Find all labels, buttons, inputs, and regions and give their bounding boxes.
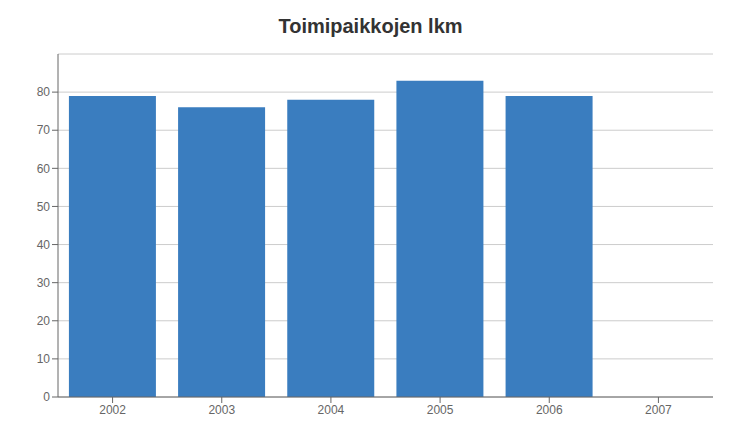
html-text:Toimipaikkojen lkm: Toimipaikkojen lkm (278, 15, 463, 37)
svg-text:20: 20 (37, 314, 51, 328)
svg-text:10: 10 (37, 352, 51, 366)
svg-text:80: 80 (37, 85, 51, 99)
svg-text:50: 50 (37, 200, 51, 214)
svg-text:2004: 2004 (318, 403, 345, 417)
svg-text:2006: 2006 (536, 403, 563, 417)
svg-text:40: 40 (37, 238, 51, 252)
svg-text:2007: 2007 (645, 403, 672, 417)
svg-text:0: 0 (43, 390, 50, 404)
svg-text:70: 70 (37, 123, 51, 137)
svg-text:2003: 2003 (208, 403, 235, 417)
svg-text:60: 60 (37, 162, 51, 176)
svg-text:2005: 2005 (427, 403, 454, 417)
svg-text:2002: 2002 (99, 403, 126, 417)
svg-text:30: 30 (37, 276, 51, 290)
